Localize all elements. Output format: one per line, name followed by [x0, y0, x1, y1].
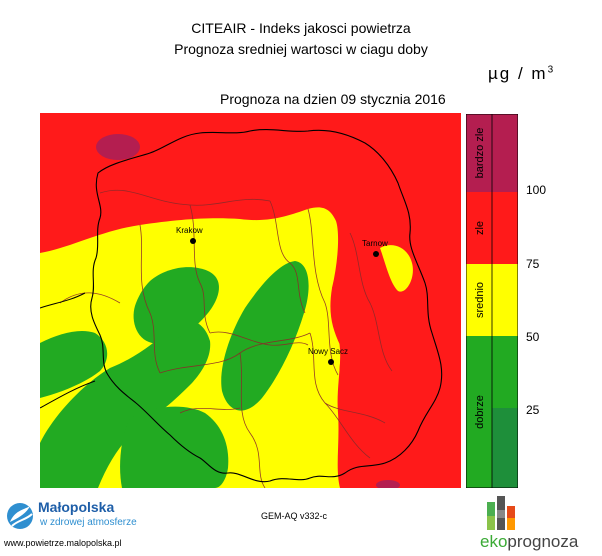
legend-label-bardzo-zle: bardzo zle — [474, 128, 486, 179]
ekoprognoza-logo-icon — [487, 496, 515, 530]
zone-purple-hotspot-small — [376, 480, 400, 488]
title-line-1: CITEAIR - Indeks jakosci powietrza — [191, 20, 411, 36]
city-label-krakow: Krakow — [176, 226, 203, 235]
city-tarnow: Tarnow — [362, 239, 388, 257]
legend-tick-75: 75 — [526, 257, 540, 271]
zone-green-south — [40, 320, 211, 488]
zone-purple-hotspot — [96, 134, 140, 160]
malopolska-url[interactable]: www.powietrze.malopolska.pl — [4, 538, 122, 548]
unit-base: µg / m — [488, 64, 548, 83]
model-version: GEM-AQ v332-c — [261, 511, 328, 521]
city-nowy-sacz: Nowy Sacz — [308, 347, 348, 365]
city-label-tarnow: Tarnow — [362, 239, 388, 248]
country-border — [40, 292, 96, 409]
malopolska-logo-icon — [7, 503, 33, 529]
legend-label-dobrze: dobrze — [474, 395, 486, 429]
city-marker-nowy-sacz — [328, 359, 334, 365]
unit-label: µg / m3 — [488, 64, 553, 84]
zone-red-corridor — [332, 241, 379, 413]
malopolska-name: Małopolska — [38, 499, 115, 515]
unit-exponent: 3 — [547, 64, 554, 76]
legend-label-zle: zle — [474, 221, 486, 235]
malopolska-tagline: w zdrowej atmosferze — [40, 517, 137, 528]
air-quality-map: Krakow Tarnow Nowy Sacz — [40, 113, 461, 488]
legend-tick-25: 25 — [526, 403, 540, 417]
zone-green-east — [221, 261, 309, 411]
ekoprognoza-wordmark: ekoprognoza — [480, 532, 578, 552]
zone-green-bottom — [120, 406, 229, 488]
legend-dobrze-dark — [492, 408, 518, 488]
prognoza-part: prognoza — [507, 532, 579, 551]
zone-yellow-right — [380, 245, 413, 292]
zone-green-central — [133, 267, 219, 344]
zone-green-west — [40, 331, 108, 398]
forecast-date: Prognoza na dzien 09 stycznia 2016 — [220, 91, 446, 107]
legend-scale: bardzo zle zle srednio dobrze — [466, 114, 518, 488]
eko-part: eko — [480, 532, 508, 551]
legend-tick-50: 50 — [526, 330, 540, 344]
city-marker-tarnow — [373, 251, 379, 257]
legend-tick-100: 100 — [526, 183, 547, 197]
city-label-nowy-sacz: Nowy Sacz — [308, 347, 348, 356]
legend-label-srednio: srednio — [474, 282, 486, 318]
region-border — [90, 129, 443, 483]
city-krakow: Krakow — [176, 226, 203, 244]
district-borders — [59, 189, 393, 488]
title-line-2: Prognoza sredniej wartosci w ciagu doby — [174, 41, 428, 57]
city-marker-krakow — [190, 238, 196, 244]
